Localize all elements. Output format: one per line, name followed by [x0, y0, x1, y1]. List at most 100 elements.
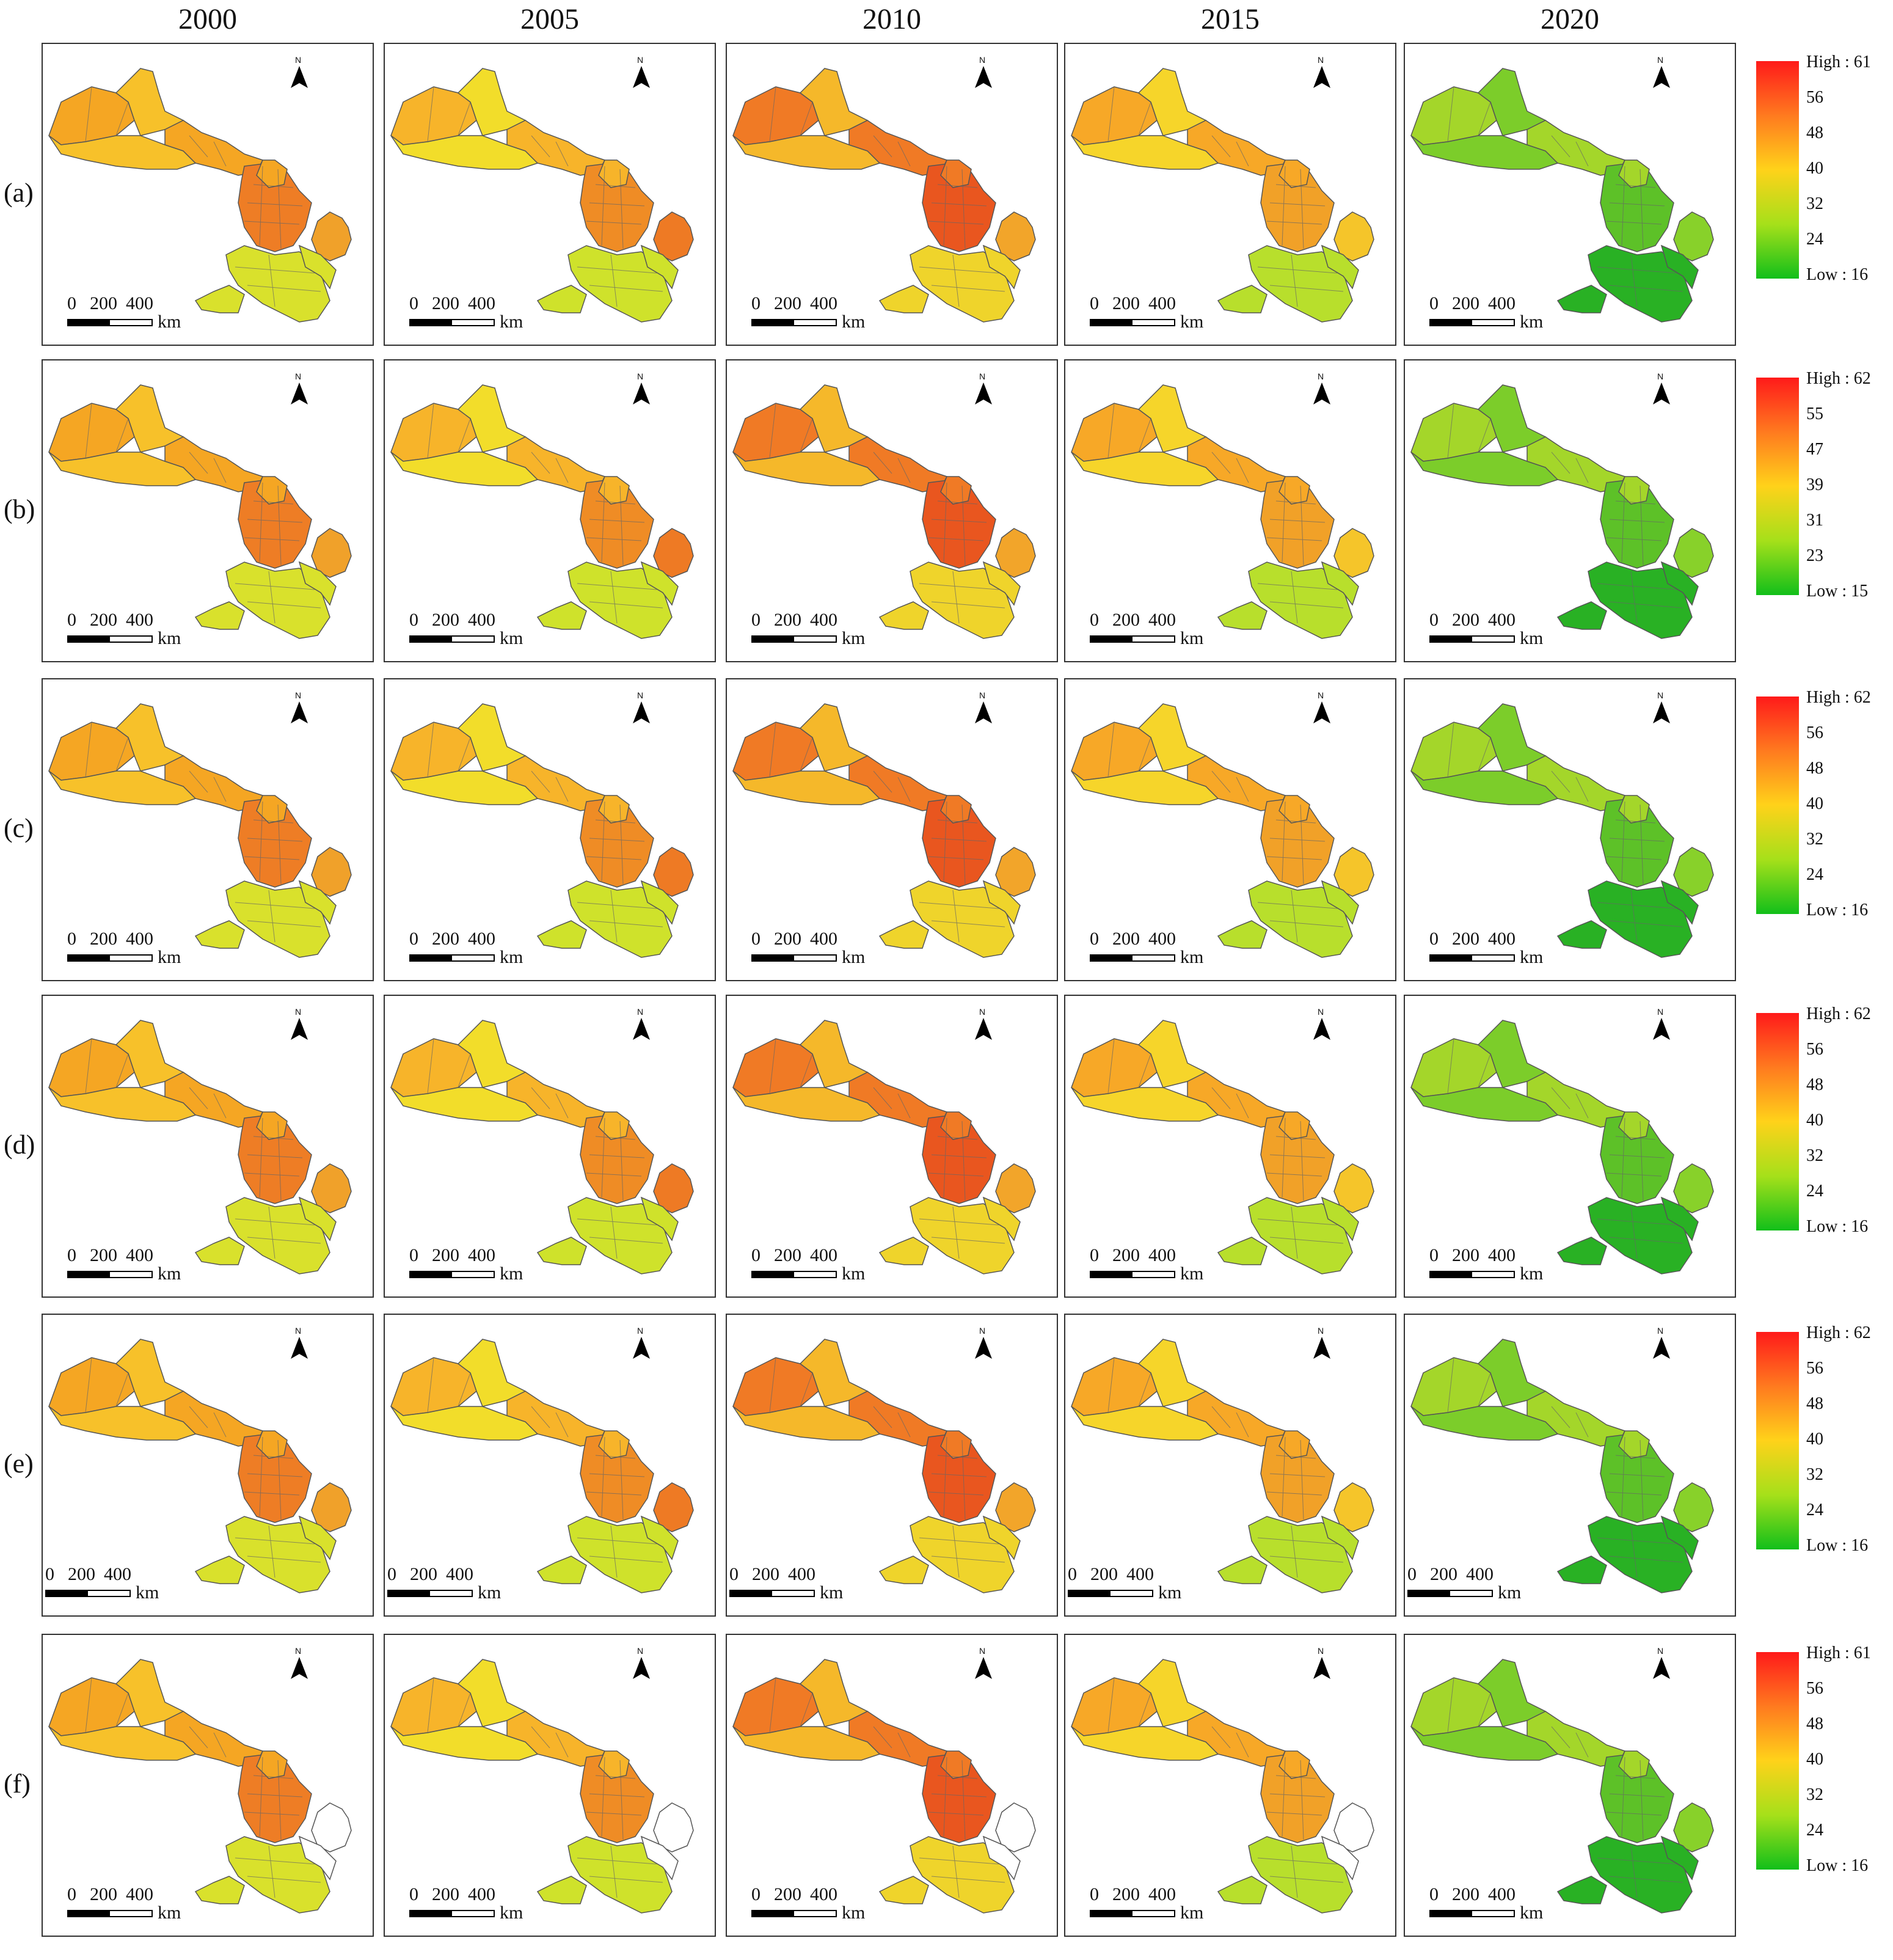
- region-southW: [536, 1556, 587, 1584]
- region-southW: [1217, 285, 1267, 313]
- scale-tick: 0: [409, 610, 418, 630]
- scale-bar-graphic: [1429, 1910, 1515, 1917]
- scale-tick: 400: [1126, 1564, 1154, 1584]
- region-south: [225, 561, 330, 639]
- scale-bar-graphic: [751, 1271, 837, 1278]
- legend-tick: 32: [1806, 1465, 1823, 1484]
- county-boundaries: [1107, 722, 1344, 943]
- region-south: [1248, 561, 1353, 639]
- region-north: [1137, 1339, 1207, 1407]
- map-panel: N 0 200 400 km: [384, 995, 716, 1298]
- county-boundaries: [1107, 1038, 1344, 1259]
- scale-tick: 200: [1112, 1884, 1140, 1904]
- province-map: [1071, 703, 1374, 958]
- region-central: [580, 1114, 654, 1204]
- legend-tick: 32: [1806, 1785, 1823, 1804]
- region-eastN: [940, 795, 972, 824]
- scale-tick: 400: [468, 293, 495, 313]
- region-southE: [640, 1515, 679, 1560]
- scale-tick: 0: [67, 929, 76, 949]
- scale-bar-graphic: [409, 319, 495, 326]
- scale-tick: 0: [409, 1245, 418, 1265]
- legend-tick: 48: [1806, 1714, 1823, 1733]
- map-panel: N 0 200 400 km: [726, 359, 1058, 662]
- scale-ticks: 0 200 400: [409, 1885, 504, 1904]
- province-map: [390, 1020, 694, 1274]
- legend-tick: 32: [1806, 830, 1823, 849]
- region-east: [1333, 847, 1374, 897]
- map-canvas: [1071, 1659, 1374, 1914]
- region-eastN: [598, 795, 630, 824]
- scale-bar-graphic: [729, 1590, 815, 1597]
- region-southE: [1321, 1196, 1359, 1241]
- region-north: [799, 1339, 869, 1407]
- map-canvas: [48, 68, 352, 323]
- county-boundaries: [427, 86, 663, 307]
- region-southW: [194, 920, 245, 949]
- region-southE: [1321, 244, 1359, 290]
- color-legend: High : 62 55 47 39 31 23 Low : 15: [1756, 369, 1871, 601]
- region-central: [580, 163, 654, 252]
- scale-ticks: 0 200 400: [67, 294, 162, 313]
- scale-unit: km: [158, 628, 181, 648]
- map-canvas: [48, 1339, 352, 1593]
- legend-tick: 48: [1806, 1394, 1823, 1413]
- region-eastN: [256, 476, 288, 505]
- map-canvas: [48, 384, 352, 639]
- region-southW: [536, 1876, 587, 1904]
- north-label: N: [1318, 1326, 1324, 1336]
- region-eastN: [1618, 159, 1650, 188]
- legend-tick: 31: [1806, 511, 1823, 530]
- region-north: [799, 703, 869, 772]
- region-central: [1260, 479, 1335, 569]
- scale-tick: 0: [751, 610, 760, 630]
- north-arrow-icon: N: [287, 55, 312, 92]
- north-arrow-icon: N: [1310, 371, 1334, 408]
- map-canvas: [390, 1659, 694, 1914]
- region-south: [225, 1516, 330, 1593]
- region-north: [1477, 1659, 1547, 1727]
- north-arrow-icon: N: [971, 371, 996, 408]
- legend-low-label: Low : 16: [1806, 1217, 1869, 1236]
- scale-bar-graphic: [409, 1271, 495, 1278]
- scale-unit: km: [1180, 1263, 1204, 1284]
- color-legend: High : 61 56 48 40 32 24 Low : 16: [1756, 53, 1871, 284]
- scale-unit: km: [1520, 312, 1544, 332]
- county-boundaries: [427, 403, 663, 624]
- region-south: [567, 1197, 673, 1274]
- map-canvas: [1410, 1659, 1714, 1914]
- region-south: [567, 561, 673, 639]
- scale-bar-graphic: [67, 954, 153, 962]
- region-eastN: [1618, 1111, 1650, 1140]
- north-arrow-icon: N: [287, 690, 312, 727]
- county-boundaries: [1107, 86, 1344, 307]
- scale-tick: 400: [1466, 1564, 1494, 1584]
- map-canvas: [390, 703, 694, 958]
- region-southW: [1556, 920, 1607, 949]
- scale-tick: 400: [1488, 610, 1515, 630]
- region-east: [311, 1482, 352, 1532]
- province-map: [390, 384, 694, 639]
- region-north: [457, 384, 527, 453]
- scale-tick: 0: [1068, 1564, 1077, 1584]
- scale-ticks: 0 200 400: [729, 1565, 824, 1584]
- scale-tick: 0: [409, 1884, 418, 1904]
- region-north: [1137, 68, 1207, 136]
- row-label: (d): [4, 1130, 35, 1160]
- region-east: [311, 847, 352, 897]
- north-arrow-icon: N: [287, 371, 312, 408]
- region-south: [1588, 245, 1693, 323]
- scale-tick: 400: [126, 293, 153, 313]
- county-boundaries: [1107, 403, 1344, 624]
- region-south: [910, 245, 1015, 323]
- north-arrow-icon: N: [629, 1007, 654, 1044]
- region-south: [567, 1516, 673, 1593]
- region-eastN: [598, 1750, 630, 1779]
- region-south: [1588, 1197, 1693, 1274]
- map-panel: N 0 200 400 km: [726, 678, 1058, 981]
- map-panel: N 0 200 400 km: [726, 43, 1058, 346]
- scale-bar-graphic: [387, 1590, 473, 1597]
- north-arrow-icon: N: [1310, 55, 1334, 92]
- region-east: [995, 1482, 1036, 1532]
- scale-unit: km: [158, 1903, 181, 1923]
